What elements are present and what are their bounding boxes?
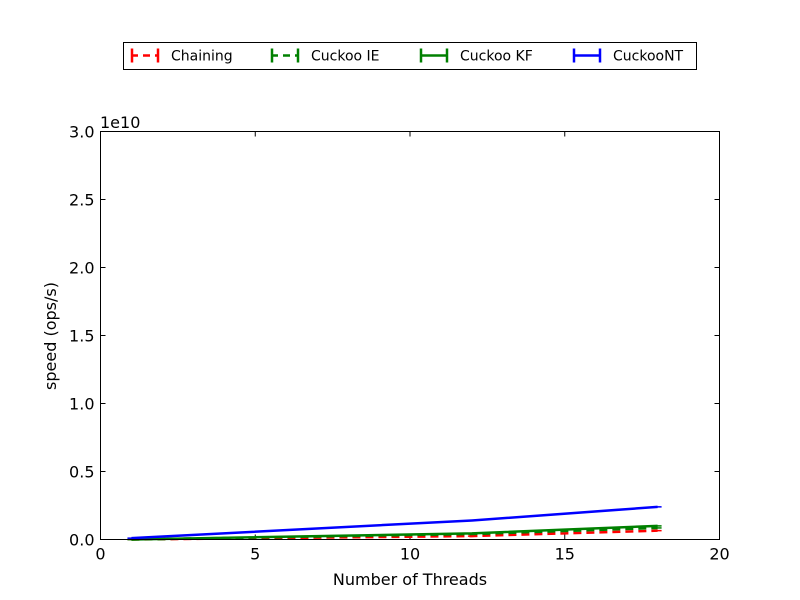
y-tick-label: 0.5 [69, 463, 94, 482]
y-offset-label: 1e10 [100, 113, 140, 132]
legend-entry: Cuckoo IE [270, 48, 380, 65]
plot-frame [100, 131, 720, 540]
x-tick-label: 5 [250, 545, 260, 564]
y-axis: 0.0 0.5 1.0 1.5 2.0 2.5 3.0 [69, 123, 720, 550]
x-tick-label: 0 [95, 545, 105, 564]
legend-label: Cuckoo KF [460, 49, 533, 65]
legend: Chaining Cuckoo IE Cuckoo KF CuckooNT [123, 42, 697, 70]
x-axis-label: Number of Threads [333, 570, 487, 589]
y-tick-label: 2.5 [69, 191, 94, 210]
x-tick-label: 10 [400, 545, 420, 564]
y-axis-label: speed (ops/s) [41, 282, 60, 390]
legend-label: Chaining [171, 49, 233, 65]
y-tick-label: 1.5 [69, 327, 94, 346]
legend-entry: Chaining [130, 48, 233, 65]
y-tick-label: 1.0 [69, 395, 94, 414]
x-tick-label: 15 [555, 545, 575, 564]
legend-entry: CuckooNT [572, 48, 684, 65]
y-tick-label: 0.0 [69, 531, 94, 550]
y-tick-label: 2.0 [69, 259, 94, 278]
plot-area [100, 131, 720, 540]
x-tick-label: 20 [709, 545, 729, 564]
legend-label: CuckooNT [613, 49, 684, 65]
legend-entry: Cuckoo KF [419, 48, 533, 65]
series-group [127, 505, 662, 541]
y-tick-label: 3.0 [69, 123, 94, 142]
legend-label: Cuckoo IE [311, 49, 380, 65]
